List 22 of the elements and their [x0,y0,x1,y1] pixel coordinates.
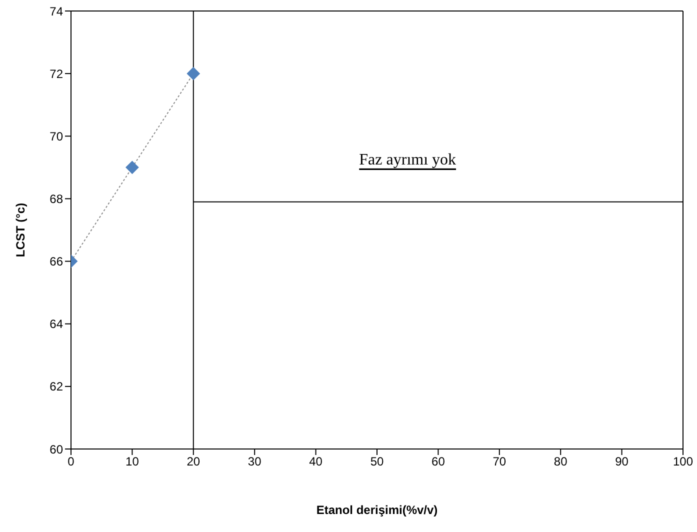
y-tick-label: 60 [50,442,64,456]
y-tick-label: 74 [50,4,64,18]
x-tick-label: 40 [309,454,323,469]
x-tick-label: 100 [672,454,694,469]
x-tick-label: 60 [432,454,446,469]
x-tick-label: 30 [248,454,262,469]
y-tick-label: 66 [50,254,64,269]
x-tick-label: 50 [370,454,384,469]
y-axis-title: LCST (°c) [13,202,28,258]
x-tick-label: 90 [615,454,629,469]
y-tick-label: 62 [50,380,64,394]
x-tick-label: 20 [186,454,200,469]
y-tick-label: 68 [50,192,64,206]
x-tick-label: 10 [126,454,140,469]
x-tick-label: 0 [68,454,75,469]
y-tick-label: 72 [50,66,64,81]
x-axis-title: Etanol derişimi(%v/v) [316,503,438,517]
annotation: Faz ayrımı yok [359,151,456,168]
x-tick-label: 80 [554,454,568,469]
y-tick-label: 70 [50,129,64,144]
y-tick-label: 64 [50,317,64,332]
x-tick-label: 70 [492,454,506,469]
